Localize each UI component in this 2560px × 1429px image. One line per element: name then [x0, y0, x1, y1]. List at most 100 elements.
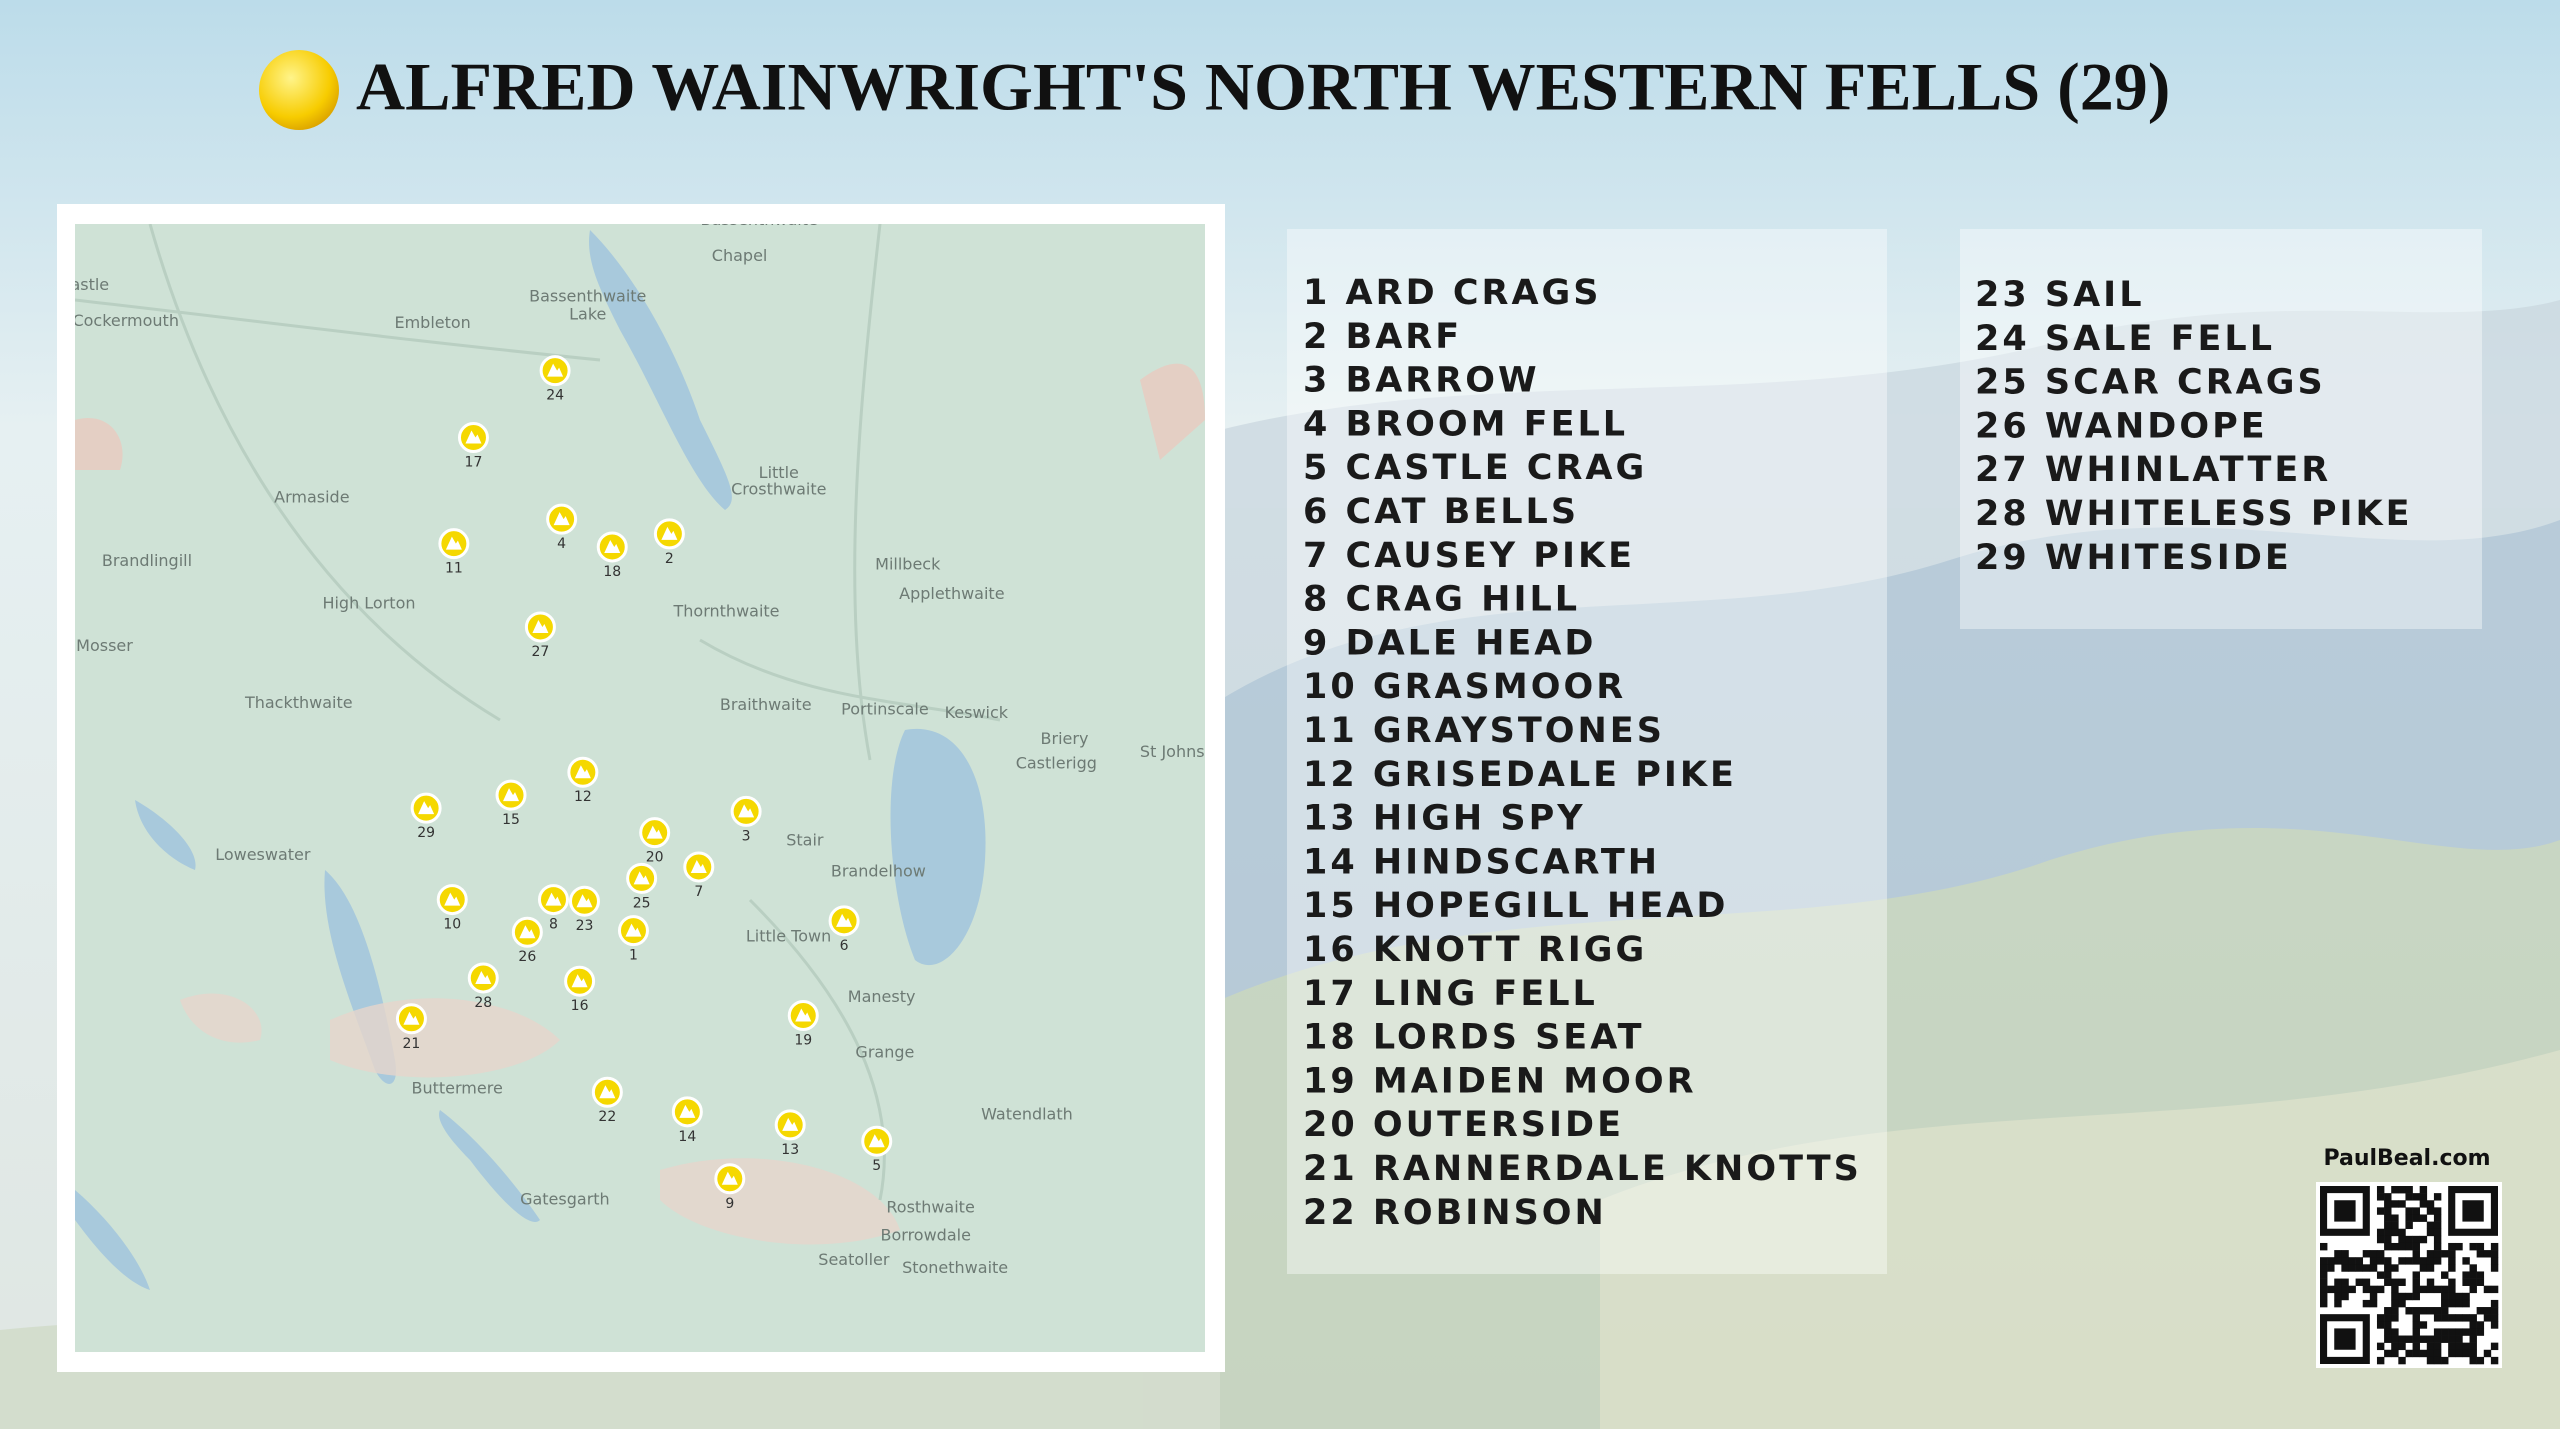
qr-module [2398, 1335, 2406, 1343]
marker-label: 8 [549, 917, 558, 933]
qr-module [2433, 1207, 2442, 1215]
qr-module [2433, 1257, 2442, 1265]
qr-module [2419, 1285, 2428, 1294]
qr-module [2476, 1307, 2485, 1315]
fell-marker: 29 [410, 792, 442, 841]
fell-entry: 1 ARD CRAGS [1303, 273, 1601, 313]
fell-entry: 26 WANDOPE [1975, 406, 2268, 446]
qr-module [2455, 1349, 2463, 1358]
qr-module [2391, 1335, 2399, 1343]
qr-module [2441, 1292, 2449, 1301]
qr-module [2341, 1278, 2349, 1286]
qr-module [2369, 1299, 2378, 1308]
qr-module [2448, 1250, 2456, 1258]
fell-marker: 11 [438, 528, 470, 577]
qr-module [2433, 1328, 2442, 1336]
qr-module [2376, 1235, 2385, 1244]
place-label: Buttermere [411, 1078, 502, 1097]
qr-module [2398, 1242, 2406, 1251]
qr-module [2327, 1285, 2335, 1294]
qr-module [2469, 1321, 2477, 1329]
qr-module [2476, 1271, 2485, 1279]
qr-module [2419, 1186, 2428, 1194]
qr-module [2334, 1292, 2342, 1301]
qr-module [2398, 1342, 2406, 1351]
qr-module [2348, 1264, 2356, 1272]
marker-label: 13 [781, 1142, 799, 1158]
marker-label: 12 [574, 789, 592, 805]
qr-module [2433, 1193, 2442, 1201]
qr-module [2391, 1285, 2399, 1294]
qr-module [2433, 1307, 2442, 1315]
qr-module [2412, 1292, 2420, 1301]
qr-module [2483, 1349, 2492, 1358]
marker-label: 23 [576, 918, 594, 934]
title: ALFRED WAINWRIGHT'S NORTH WESTERN FELLS … [356, 49, 2170, 125]
qr-module [2341, 1264, 2349, 1272]
qr-module [2490, 1242, 2499, 1251]
qr-module [2391, 1186, 2399, 1194]
qr-module [2384, 1335, 2392, 1343]
qr-module [2469, 1242, 2477, 1251]
marker-label: 2 [665, 551, 674, 567]
qr-module [2391, 1200, 2399, 1208]
qr-module [2476, 1356, 2485, 1365]
qr-module [2455, 1299, 2463, 1308]
marker-label: 22 [598, 1109, 616, 1125]
fell-entry: 24 SALE FELL [1975, 319, 2275, 359]
marker-icon [571, 974, 588, 988]
qr-module [2412, 1285, 2420, 1294]
qr-module [2412, 1335, 2420, 1343]
qr-module [2462, 1292, 2470, 1301]
qr-module [2327, 1264, 2335, 1272]
qr-module [2405, 1207, 2413, 1215]
qr-module [2433, 1349, 2442, 1358]
marker-icon [738, 804, 755, 818]
qr-module [2462, 1299, 2470, 1308]
place-label: Brandelhow [831, 861, 926, 880]
qr-module [2341, 1292, 2349, 1301]
qr-module [2476, 1328, 2485, 1336]
qr-module [2469, 1264, 2477, 1272]
qr-module [2448, 1299, 2456, 1308]
qr-module [2419, 1200, 2428, 1208]
qr-module [2398, 1292, 2406, 1301]
fell-marker: 7 [683, 851, 715, 900]
qr-module [2355, 1257, 2364, 1265]
qr-module [2426, 1278, 2435, 1286]
qr-module [2320, 1242, 2328, 1251]
fell-marker: 5 [861, 1125, 893, 1174]
qr-module [2433, 1314, 2442, 1322]
place-label: Mosser [76, 636, 133, 655]
qr-module [2320, 1285, 2328, 1294]
qr-module [2320, 1264, 2328, 1272]
fell-marker: 13 [774, 1109, 806, 1158]
marker-icon [836, 913, 853, 927]
qr-module [2469, 1278, 2477, 1286]
qr-module [2369, 1250, 2378, 1258]
map: Bassenthwaite Chapel astle Cockermouth Basse… [75, 224, 1205, 1352]
qr-module [2426, 1356, 2435, 1365]
qr-module [2433, 1242, 2442, 1251]
qr-module [2327, 1257, 2335, 1265]
qr-module [2391, 1314, 2399, 1322]
marker-icon [445, 536, 462, 550]
fell-marker: 28 [467, 962, 499, 1011]
marker-icon [690, 859, 707, 873]
fell-marker: 25 [626, 862, 658, 911]
marker-icon [475, 970, 492, 984]
qr-module [2376, 1186, 2385, 1194]
qr-finder [2334, 1328, 2356, 1350]
qr-module [2490, 1342, 2499, 1351]
qr-module [2426, 1285, 2435, 1294]
qr-module [2376, 1193, 2385, 1201]
marker-icon [721, 1171, 738, 1185]
qr-module [2490, 1321, 2499, 1329]
fell-marker: 3 [730, 795, 762, 844]
qr-module [2469, 1314, 2477, 1322]
marker-label: 14 [678, 1129, 696, 1145]
qr-module [2369, 1292, 2378, 1301]
place-label: Embleton [394, 313, 470, 332]
marker-label: 27 [531, 644, 549, 660]
qr-module [2426, 1264, 2435, 1272]
